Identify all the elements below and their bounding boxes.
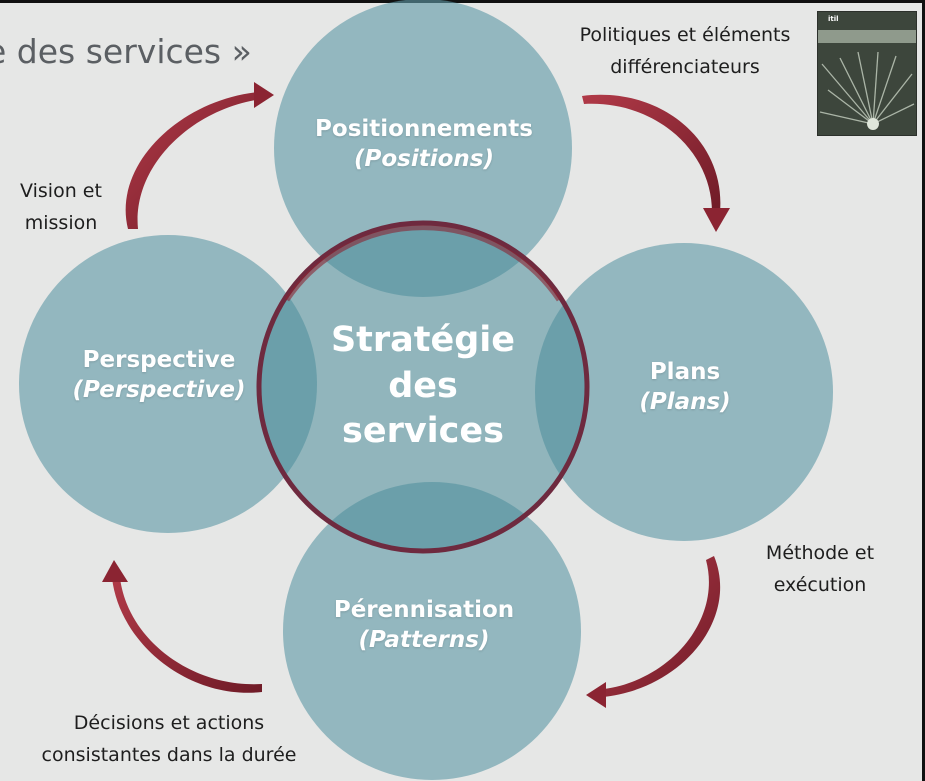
- slide-title: e des services »: [0, 32, 252, 71]
- side-label-policies-line2: différenciateurs: [610, 56, 760, 78]
- book-cover-art: [818, 12, 916, 135]
- center-ring-highlight: [284, 225, 562, 302]
- side-label-decisions-line2: consistantes dans la durée: [41, 744, 297, 766]
- label-patterns-en: (Patterns): [358, 626, 490, 653]
- center-label-line3: services: [342, 411, 504, 451]
- right-border: [922, 0, 925, 781]
- label-perspective-fr: Perspective: [82, 347, 236, 373]
- label-plans-en: (Plans): [639, 388, 731, 415]
- arrow-top-right: [582, 94, 730, 232]
- label-perspective: Perspective (Perspective): [19, 346, 299, 406]
- top-border: [0, 0, 925, 3]
- circle-plans: [535, 243, 833, 541]
- side-label-method-line2: exécution: [773, 574, 867, 596]
- arrow-bottom-left: [102, 560, 262, 693]
- side-label-policies-line1: Politiques et éléments: [579, 24, 791, 46]
- label-perspective-en: (Perspective): [72, 376, 246, 403]
- book-cover-image: itil: [818, 12, 916, 135]
- circle-positions: [274, 0, 572, 297]
- center-label-line1: Stratégie: [330, 320, 516, 360]
- side-label-vision-line1: Vision et: [20, 180, 102, 202]
- arrow-top-left: [125, 82, 274, 229]
- circle-perspective: [19, 235, 317, 533]
- label-positions-en: (Positions): [354, 145, 494, 172]
- circle-patterns: [283, 482, 581, 780]
- book-cover-logo: itil: [828, 15, 839, 23]
- label-plans: Plans (Plans): [555, 358, 815, 418]
- center-label-line2: des: [388, 365, 458, 406]
- side-label-method-line1: Méthode et: [765, 542, 875, 564]
- label-patterns-fr: Pérennisation: [333, 597, 515, 623]
- side-label-decisions: Décisions et actions consistantes dans l…: [14, 707, 324, 771]
- label-patterns: Pérennisation (Patterns): [284, 596, 564, 656]
- label-positions: Positionnements (Positions): [274, 115, 574, 175]
- side-label-vision-line2: mission: [24, 212, 98, 234]
- label-positions-fr: Positionnements: [315, 116, 533, 142]
- center-label: Stratégie des services: [300, 318, 546, 455]
- arrow-bottom-right: [586, 556, 721, 708]
- side-label-decisions-line1: Décisions et actions: [73, 712, 265, 734]
- side-label-vision: Vision et mission: [5, 175, 117, 239]
- center-circle: [256, 220, 590, 554]
- side-label-method: Méthode et exécution: [748, 537, 892, 601]
- side-label-policies: Politiques et éléments différenciateurs: [556, 19, 814, 83]
- label-plans-fr: Plans: [649, 359, 721, 385]
